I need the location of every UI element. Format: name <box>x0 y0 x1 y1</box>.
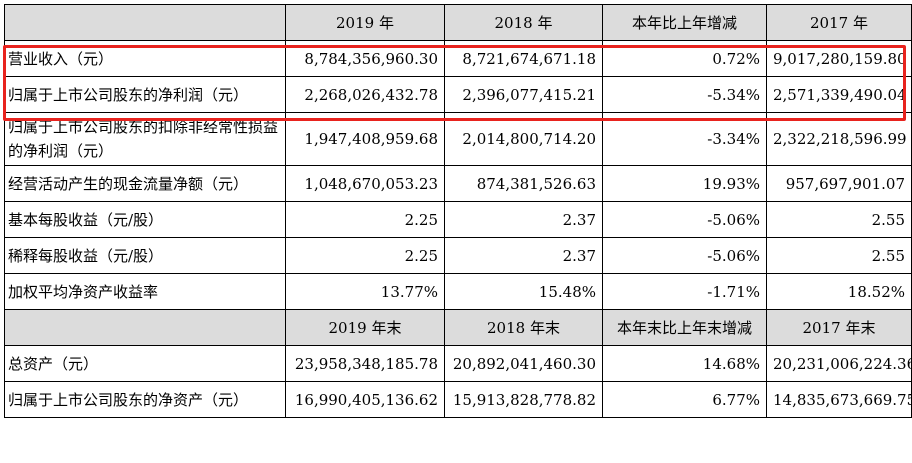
row-label: 加权平均净资产收益率 <box>4 273 286 310</box>
table-row-roe: 加权平均净资产收益率 13.77% 15.48% -1.71% 18.52% <box>4 273 912 310</box>
header-row-year-end: 2019 年末 2018 年末 本年末比上年末增减 2017 年末 <box>4 309 912 346</box>
cell-change: 6.77% <box>602 381 767 418</box>
cell-2017: 20,231,006,224.36 <box>766 345 912 382</box>
table-row-operating-cash-flow: 经营活动产生的现金流量净额（元） 1,048,670,053.23 874,38… <box>4 165 912 202</box>
cell-2017: 2,571,339,490.04 <box>766 76 912 113</box>
table-row-basic-eps: 基本每股收益（元/股） 2.25 2.37 -5.06% 2.55 <box>4 201 912 238</box>
cell-2017: 2.55 <box>766 237 912 274</box>
cell-2019: 8,784,356,960.30 <box>285 40 445 77</box>
cell-2018: 2,014,800,714.20 <box>444 112 603 166</box>
cell-2018: 15.48% <box>444 273 603 310</box>
row-label: 总资产（元） <box>4 345 286 382</box>
header-cell-change: 本年比上年增减 <box>602 4 767 41</box>
table-row-net-profit-deducted: 归属于上市公司股东的扣除非经常性损益的净利润（元） 1,947,408,959.… <box>4 112 912 166</box>
table-row-net-assets: 归属于上市公司股东的净资产（元） 16,990,405,136.62 15,91… <box>4 381 912 418</box>
cell-2018: 20,892,041,460.30 <box>444 345 603 382</box>
cell-2017: 2,322,218,596.99 <box>766 112 912 166</box>
header-cell-2018: 2018 年 <box>444 4 603 41</box>
header-cell-2019-end: 2019 年末 <box>285 309 445 346</box>
cell-2017: 2.55 <box>766 201 912 238</box>
row-label: 归属于上市公司股东的净利润（元） <box>4 76 286 113</box>
header-cell-blank <box>4 309 286 346</box>
cell-change: 14.68% <box>602 345 767 382</box>
cell-change: -1.71% <box>602 273 767 310</box>
header-row-annual: 2019 年 2018 年 本年比上年增减 2017 年 <box>4 4 912 41</box>
row-label: 基本每股收益（元/股） <box>4 201 286 238</box>
row-label: 经营活动产生的现金流量净额（元） <box>4 165 286 202</box>
cell-2019: 1,048,670,053.23 <box>285 165 445 202</box>
cell-2018: 2.37 <box>444 237 603 274</box>
row-label: 营业收入（元） <box>4 40 286 77</box>
header-cell-blank <box>4 4 286 41</box>
cell-2018: 874,381,526.63 <box>444 165 603 202</box>
cell-change: -5.06% <box>602 237 767 274</box>
row-label: 归属于上市公司股东的净资产（元） <box>4 381 286 418</box>
row-label: 归属于上市公司股东的扣除非经常性损益的净利润（元） <box>4 112 286 166</box>
cell-change: 0.72% <box>602 40 767 77</box>
cell-change: -5.06% <box>602 201 767 238</box>
cell-2017: 14,835,673,669.75 <box>766 381 912 418</box>
cell-2019: 2.25 <box>285 201 445 238</box>
cell-2019: 1,947,408,959.68 <box>285 112 445 166</box>
cell-2019: 13.77% <box>285 273 445 310</box>
cell-change: 19.93% <box>602 165 767 202</box>
cell-2018: 2,396,077,415.21 <box>444 76 603 113</box>
table-row-net-profit: 归属于上市公司股东的净利润（元） 2,268,026,432.78 2,396,… <box>4 76 912 113</box>
cell-2017: 957,697,901.07 <box>766 165 912 202</box>
cell-2019: 2.25 <box>285 237 445 274</box>
cell-2018: 2.37 <box>444 201 603 238</box>
table-row-diluted-eps: 稀释每股收益（元/股） 2.25 2.37 -5.06% 2.55 <box>4 237 912 274</box>
cell-change: -3.34% <box>602 112 767 166</box>
cell-change: -5.34% <box>602 76 767 113</box>
header-cell-change-end: 本年末比上年末增减 <box>602 309 767 346</box>
cell-2017: 18.52% <box>766 273 912 310</box>
cell-2018: 15,913,828,778.82 <box>444 381 603 418</box>
header-cell-2018-end: 2018 年末 <box>444 309 603 346</box>
header-cell-2017: 2017 年 <box>766 4 912 41</box>
cell-2017: 9,017,280,159.80 <box>766 40 912 77</box>
cell-2018: 8,721,674,671.18 <box>444 40 603 77</box>
table-row-revenue: 营业收入（元） 8,784,356,960.30 8,721,674,671.1… <box>4 40 912 77</box>
row-label: 稀释每股收益（元/股） <box>4 237 286 274</box>
cell-2019: 23,958,348,185.78 <box>285 345 445 382</box>
table-row-total-assets: 总资产（元） 23,958,348,185.78 20,892,041,460.… <box>4 345 912 382</box>
header-cell-2017-end: 2017 年末 <box>766 309 912 346</box>
header-cell-2019: 2019 年 <box>285 4 445 41</box>
cell-2019: 16,990,405,136.62 <box>285 381 445 418</box>
cell-2019: 2,268,026,432.78 <box>285 76 445 113</box>
financial-summary-table: 2019 年 2018 年 本年比上年增减 2017 年 营业收入（元） 8,7… <box>4 4 912 418</box>
